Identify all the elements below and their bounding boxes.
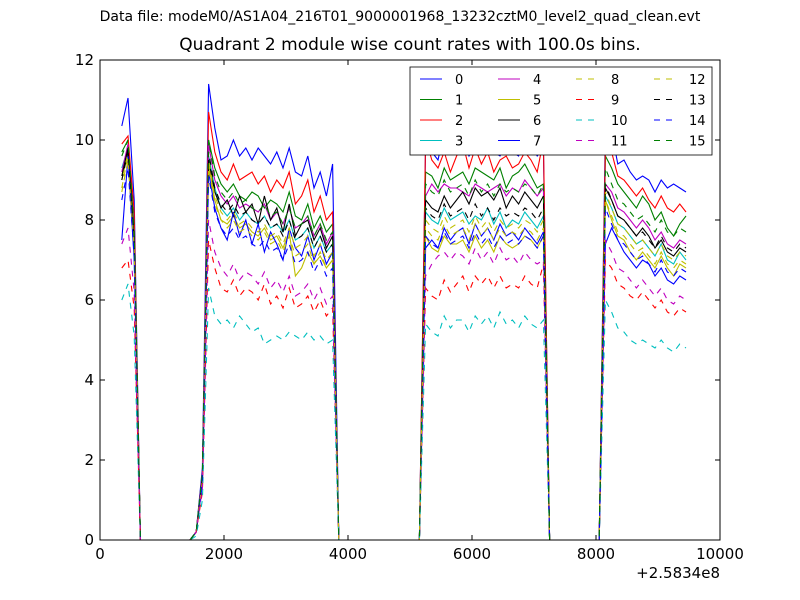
legend-label-10: 10 bbox=[611, 114, 628, 129]
legend-label-2: 2 bbox=[455, 114, 463, 129]
x-tick-label: 8000 bbox=[577, 545, 615, 563]
legend-label-1: 1 bbox=[455, 94, 463, 109]
x-tick-label: 6000 bbox=[453, 545, 491, 563]
series-line-9 bbox=[121, 239, 687, 541]
y-tick-label: 2 bbox=[84, 451, 94, 469]
figure-suptitle: Data file: modeM0/AS1A04_216T01_90000019… bbox=[99, 9, 701, 25]
legend-label-3: 3 bbox=[455, 135, 463, 150]
y-tick-label: 6 bbox=[84, 291, 94, 309]
legend-label-0: 0 bbox=[455, 73, 463, 88]
legend-label-8: 8 bbox=[611, 73, 619, 88]
x-tick-label: 10000 bbox=[696, 545, 744, 563]
legend-label-7: 7 bbox=[533, 135, 541, 150]
legend-label-15: 15 bbox=[689, 135, 706, 150]
x-tick-label: 2000 bbox=[205, 545, 243, 563]
legend-label-14: 14 bbox=[689, 114, 706, 129]
legend-label-4: 4 bbox=[533, 73, 541, 88]
legend-label-6: 6 bbox=[533, 114, 541, 129]
legend-label-5: 5 bbox=[533, 94, 541, 109]
legend-box bbox=[409, 66, 713, 156]
legend-label-13: 13 bbox=[689, 94, 706, 109]
legend-label-11: 11 bbox=[611, 135, 628, 150]
y-tick-label: 0 bbox=[84, 531, 94, 549]
x-tick-label: 4000 bbox=[329, 545, 367, 563]
x-offset-label: +2.5834e8 bbox=[636, 564, 720, 582]
legend-label-12: 12 bbox=[689, 73, 706, 88]
legend-label-9: 9 bbox=[611, 94, 619, 109]
y-tick-label: 12 bbox=[75, 51, 94, 69]
y-tick-label: 4 bbox=[84, 371, 94, 389]
chart-title: Quadrant 2 module wise count rates with … bbox=[179, 35, 641, 55]
x-tick-label: 0 bbox=[95, 545, 105, 563]
y-tick-label: 10 bbox=[75, 131, 94, 149]
y-tick-label: 8 bbox=[84, 211, 94, 229]
